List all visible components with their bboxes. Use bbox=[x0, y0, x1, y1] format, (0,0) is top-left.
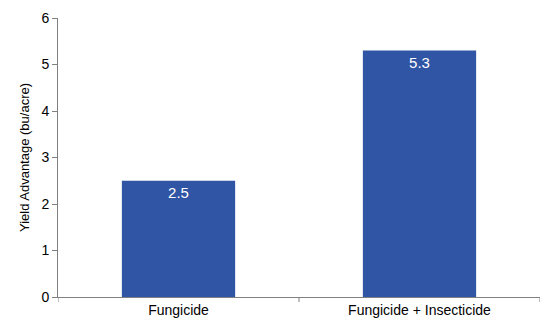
svg-text:2: 2 bbox=[41, 196, 49, 212]
svg-text:5: 5 bbox=[41, 56, 49, 72]
svg-text:3: 3 bbox=[41, 149, 49, 165]
svg-text:Yield Advantage (bu/acre): Yield Advantage (bu/acre) bbox=[17, 83, 32, 232]
svg-text:Fungicide + Insecticide: Fungicide + Insecticide bbox=[348, 302, 491, 318]
svg-text:2.5: 2.5 bbox=[168, 184, 189, 201]
svg-text:1: 1 bbox=[41, 242, 49, 258]
svg-text:0: 0 bbox=[41, 289, 49, 305]
svg-text:Fungicide: Fungicide bbox=[148, 302, 209, 318]
svg-text:4: 4 bbox=[41, 103, 49, 119]
svg-text:5.3: 5.3 bbox=[409, 54, 430, 71]
svg-text:6: 6 bbox=[41, 10, 49, 26]
